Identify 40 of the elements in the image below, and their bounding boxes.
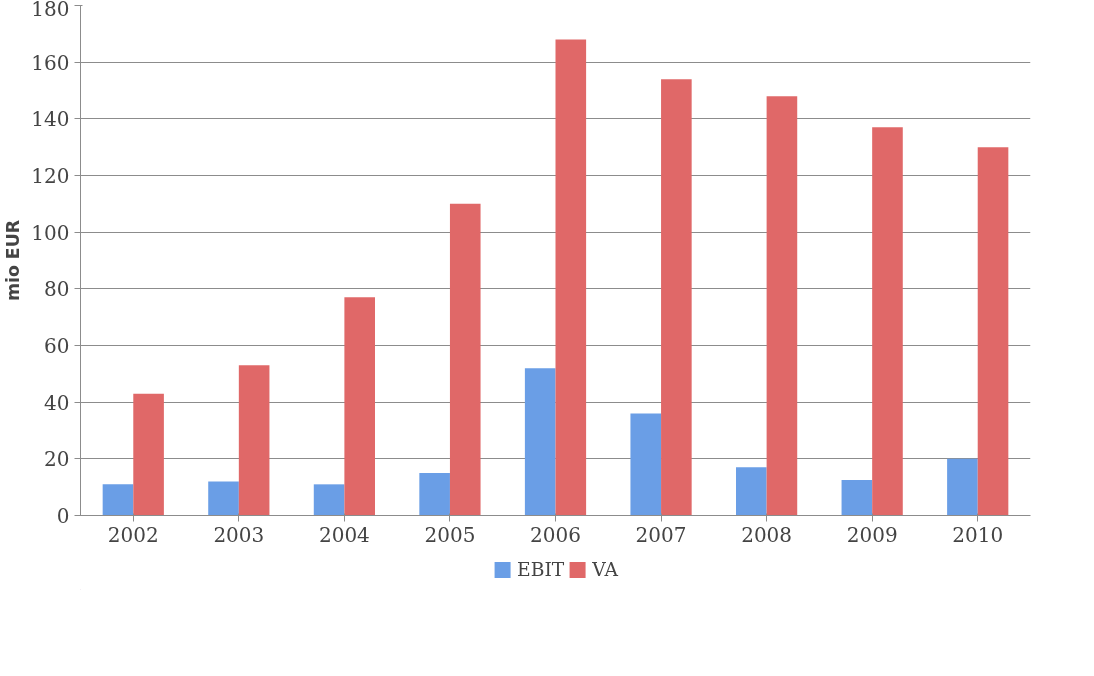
x-tick-label: 2004 bbox=[318, 522, 370, 547]
bar bbox=[630, 413, 662, 516]
x-tick-label: 2005 bbox=[424, 522, 476, 547]
bar bbox=[344, 297, 375, 516]
x-tick-label: 2006 bbox=[530, 522, 581, 547]
x-tick-label: 2002 bbox=[107, 522, 159, 547]
y-tick-label: 80 bbox=[44, 277, 70, 302]
legend-label: VA bbox=[592, 558, 618, 580]
y-tick-label: 140 bbox=[31, 107, 70, 132]
x-tick-label: 2008 bbox=[741, 522, 793, 547]
y-tick-label: 20 bbox=[44, 447, 70, 472]
x-tick-label: 2010 bbox=[952, 522, 1004, 547]
bar bbox=[661, 79, 692, 516]
x-tick-label: 2009 bbox=[846, 522, 898, 547]
y-tick-label: 100 bbox=[31, 220, 70, 245]
y-tick-label: 120 bbox=[31, 164, 70, 188]
bar bbox=[977, 147, 1009, 516]
y-tick-label: 60 bbox=[44, 334, 70, 358]
bar bbox=[208, 481, 239, 516]
bar bbox=[102, 484, 134, 516]
bar bbox=[238, 365, 270, 516]
y-tick-label: 0 bbox=[56, 504, 70, 528]
bar bbox=[555, 39, 587, 516]
bar bbox=[313, 484, 345, 516]
bar bbox=[449, 203, 481, 516]
x-tick-label: 2003 bbox=[213, 522, 265, 547]
y-tick-label: 180 bbox=[31, 0, 70, 21]
x-tick-label: 2007 bbox=[635, 522, 687, 547]
bar bbox=[841, 480, 873, 516]
legend-label: EBIT bbox=[517, 558, 565, 580]
bar bbox=[736, 467, 767, 516]
y-tick-label: 40 bbox=[44, 390, 70, 415]
y-tick-label: 160 bbox=[31, 50, 70, 75]
bar bbox=[524, 368, 556, 516]
y-axis-title: mio EUR bbox=[3, 219, 24, 302]
bar bbox=[947, 458, 978, 516]
bar bbox=[872, 127, 903, 516]
bar bbox=[766, 96, 798, 516]
bar bbox=[133, 393, 164, 516]
bar bbox=[419, 473, 450, 516]
